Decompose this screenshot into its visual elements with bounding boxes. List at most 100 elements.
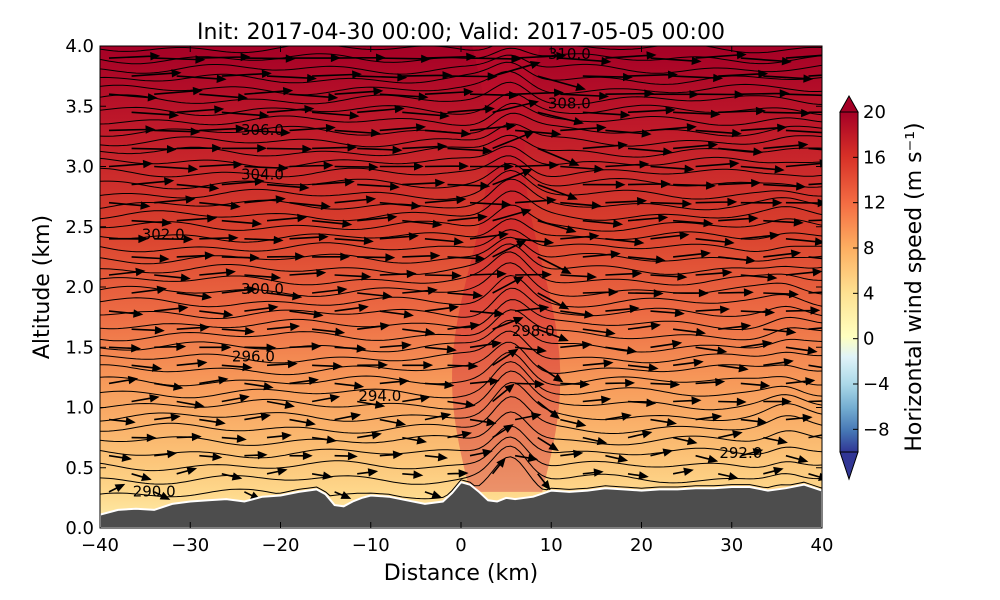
- wind-vector: [176, 214, 218, 223]
- wind-vector: [537, 219, 577, 234]
- wind-vector: [673, 109, 721, 119]
- wind-vector: [424, 490, 443, 499]
- wind-vector: [424, 412, 452, 421]
- wind-vector: [402, 360, 434, 370]
- wind-vector: [266, 183, 310, 192]
- wind-vector: [492, 424, 514, 439]
- colorbar-tick-label: −8: [863, 419, 890, 440]
- wind-vector: [131, 177, 175, 186]
- wind-vector: [537, 111, 584, 126]
- wind-vector: [695, 90, 745, 99]
- wind-vector: [357, 360, 389, 370]
- wind-vector: [312, 178, 355, 187]
- wind-vector: [176, 74, 227, 83]
- wind-vector: [131, 218, 172, 227]
- wind-vector: [469, 122, 517, 132]
- wind-vector: [650, 199, 693, 208]
- wind-vector: [627, 363, 659, 372]
- colorbar-tick-label: 4: [863, 283, 874, 304]
- theta-contour-line: [100, 54, 822, 75]
- wind-vector: [695, 237, 735, 247]
- wind-vector: [131, 472, 152, 482]
- wind-vector: [289, 376, 319, 386]
- wind-vector: [312, 70, 363, 79]
- wind-vector: [357, 145, 403, 155]
- wind-vector: [402, 470, 424, 479]
- wind-vector: [424, 380, 455, 390]
- wind-vector: [537, 436, 559, 451]
- wind-vector: [154, 413, 181, 422]
- wind-vector: [199, 417, 226, 427]
- wind-vector: [357, 73, 408, 82]
- wind-vector: [740, 448, 764, 457]
- wind-vector: [695, 197, 738, 207]
- wind-vector: [718, 147, 764, 156]
- wind-vector: [447, 361, 479, 371]
- wind-vector: [312, 285, 348, 295]
- wind-vector: [289, 342, 322, 351]
- wind-vector: [537, 292, 570, 310]
- wind-vector: [740, 417, 768, 426]
- wind-vector: [560, 272, 598, 281]
- wind-vector: [289, 232, 329, 242]
- wind-vector: [289, 123, 336, 133]
- wind-vector: [808, 219, 822, 222]
- wind-vector: [334, 195, 377, 204]
- theta-contour-line: [100, 274, 822, 308]
- wind-vector: [560, 56, 612, 66]
- wind-vector: [289, 451, 313, 461]
- wind-vector: [402, 327, 436, 337]
- wind-vector: [244, 272, 282, 282]
- theta-contour-line: [100, 436, 822, 472]
- wind-vector: [469, 200, 512, 209]
- wind-vector: [266, 252, 306, 261]
- wind-vector: [311, 394, 341, 403]
- wind-vector: [650, 90, 700, 99]
- wind-vector: [108, 125, 156, 134]
- wind-vector: [560, 379, 590, 389]
- wind-vector: [334, 412, 361, 421]
- wind-vector: [176, 105, 225, 114]
- wind-vector: [447, 72, 498, 81]
- wind-vector: [695, 346, 728, 355]
- wind-vector: [334, 128, 381, 138]
- wind-vector: [582, 436, 608, 446]
- colorbar-extend-max: [839, 94, 859, 113]
- wind-vector: [672, 467, 694, 476]
- wind-vector: [740, 380, 771, 390]
- wind-vector: [785, 306, 821, 315]
- wind-vector: [154, 164, 199, 173]
- x-tick-label: −30: [171, 535, 209, 556]
- wind-vector: [424, 271, 462, 280]
- wind-vector: [244, 450, 268, 460]
- wind-vector: [447, 290, 484, 300]
- wind-vector: [221, 144, 268, 153]
- wind-vector: [289, 53, 341, 63]
- wind-vector: [402, 71, 453, 80]
- wind-vector: [673, 327, 706, 337]
- wind-vector: [154, 127, 201, 136]
- wind-vector: [108, 267, 146, 277]
- wind-vector: [424, 161, 469, 171]
- wind-vector: [763, 358, 794, 367]
- y-axis-label: Altitude (km): [30, 215, 55, 359]
- wind-vector: [560, 449, 584, 459]
- wind-vector: [492, 99, 540, 114]
- theta-contour-label: 292.0: [719, 444, 762, 462]
- wind-vector: [718, 69, 769, 79]
- wind-vector: [244, 195, 286, 204]
- y-tick-label: 1.5: [65, 337, 94, 358]
- wind-vector: [673, 288, 709, 298]
- wind-vector: [221, 393, 250, 403]
- wind-vector: [108, 201, 151, 210]
- wind-vector: [582, 250, 621, 259]
- wind-vector: [515, 196, 557, 205]
- wind-vector: [289, 268, 327, 278]
- wind-vector: [154, 273, 191, 282]
- wind-vector: [312, 252, 351, 261]
- wind-vector: [627, 106, 676, 115]
- wind-vector: [627, 289, 664, 298]
- wind-vector: [402, 251, 441, 261]
- wind-vector: [199, 93, 248, 102]
